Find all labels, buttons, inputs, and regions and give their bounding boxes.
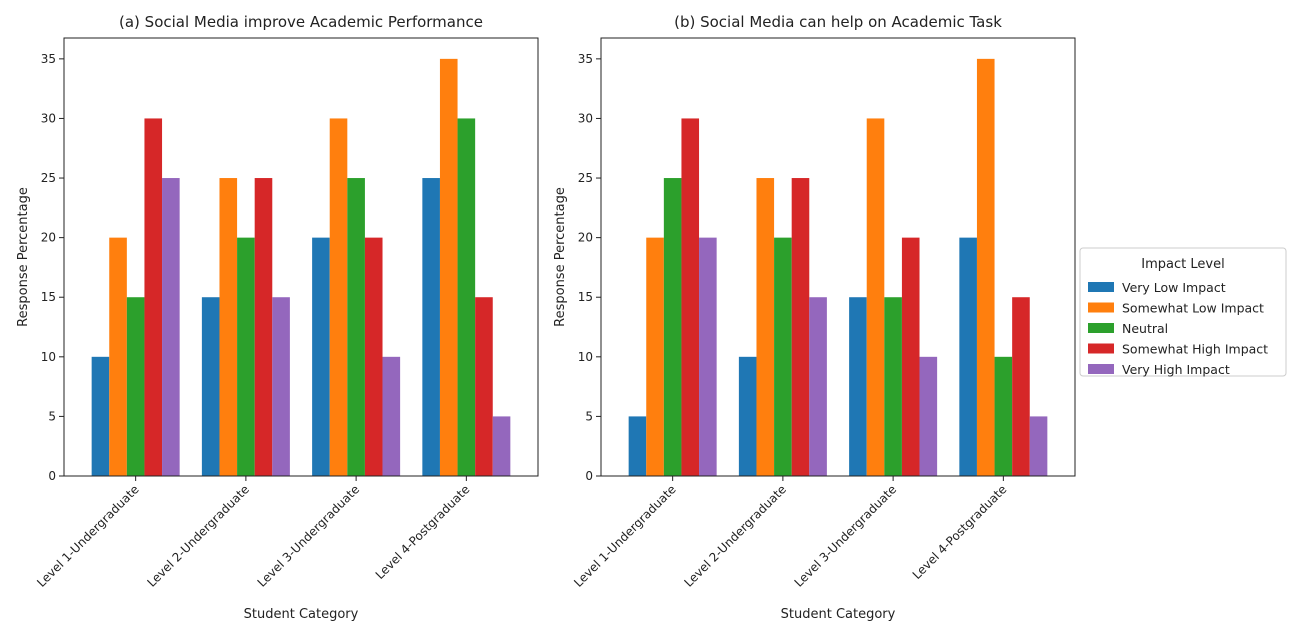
axes-frame-a xyxy=(63,37,539,477)
y-tick-label-b-3: 15 xyxy=(578,290,593,304)
x-tick-label-b-1: Level 2-Undergraduate xyxy=(681,482,789,590)
bar-b-s2-c2 xyxy=(884,297,902,476)
bar-b-s4-c3 xyxy=(1029,416,1048,476)
bar-a-s1-c0 xyxy=(109,237,127,476)
bar-a-s0-c2 xyxy=(312,237,330,476)
bar-b-s0-c0 xyxy=(628,416,647,476)
bar-a-s0-c0 xyxy=(91,356,110,476)
bar-a-s4-c0 xyxy=(162,178,180,477)
bar-a-s2-c2 xyxy=(347,178,365,477)
legend-swatch-3 xyxy=(1088,343,1114,354)
bar-a-s4-c2 xyxy=(382,356,401,476)
x-tick-label-a-2: Level 3-Undergraduate xyxy=(255,482,363,590)
bar-a-s2-c3 xyxy=(457,118,476,476)
y-tick-label-b-4: 20 xyxy=(578,231,593,245)
bar-b-s0-c2 xyxy=(849,297,867,476)
legend: Impact Level Very Low Impact Somewhat Low… xyxy=(1079,247,1287,377)
x-tick-label-a-1: Level 2-Undergraduate xyxy=(144,482,252,590)
x-axis-label-a: Student Category xyxy=(244,607,359,622)
legend-swatch-0 xyxy=(1088,282,1114,292)
bar-b-s4-c1 xyxy=(809,297,827,476)
y-tick-label-a-0: 0 xyxy=(48,469,56,483)
bar-a-s2-c1 xyxy=(237,237,255,476)
legend-label-3: Somewhat High Impact xyxy=(1122,342,1268,357)
bar-b-s2-c0 xyxy=(663,178,682,477)
bar-b-s1-c1 xyxy=(756,178,775,477)
bar-a-s3-c1 xyxy=(254,178,273,477)
bar-a-s3-c2 xyxy=(364,237,383,476)
legend-label-4: Very High Impact xyxy=(1122,362,1230,377)
bar-b-s3-c2 xyxy=(901,237,920,476)
bar-a-s2-c0 xyxy=(126,297,145,476)
y-axis-label-a: Response Percentage xyxy=(16,187,31,327)
bar-a-s0-c3 xyxy=(422,178,440,477)
bar-b-s0-c3 xyxy=(959,237,977,476)
y-tick-label-b-6: 30 xyxy=(578,111,593,125)
y-tick-label-b-0: 0 xyxy=(585,469,593,483)
y-tick-label-a-1: 5 xyxy=(48,409,56,423)
bar-b-s3-c1 xyxy=(791,178,810,477)
legend-label-0: Very Low Impact xyxy=(1122,280,1226,295)
bar-a-s1-c3 xyxy=(439,58,458,477)
chart-title-a: (a) Social Media improve Academic Perfor… xyxy=(119,13,483,31)
x-tick-label-a-3: Level 4-Postgraduate xyxy=(373,482,473,582)
bar-b-s3-c0 xyxy=(681,118,700,476)
x-tick-label-a-0: Level 1-Undergraduate xyxy=(34,482,142,590)
bar-b-s1-c2 xyxy=(866,118,885,476)
bar-a-s4-c1 xyxy=(272,297,290,476)
y-tick-label-a-6: 30 xyxy=(41,111,56,125)
bar-a-s3-c3 xyxy=(475,297,493,476)
x-tick-label-b-2: Level 3-Undergraduate xyxy=(792,482,900,590)
legend-title: Impact Level xyxy=(1141,257,1224,272)
y-tick-label-b-1: 5 xyxy=(585,409,593,423)
bar-a-s3-c0 xyxy=(144,118,163,476)
legend-swatch-2 xyxy=(1088,323,1114,333)
bar-a-s1-c1 xyxy=(219,178,238,477)
bar-b-s3-c3 xyxy=(1012,297,1030,476)
bar-a-s0-c1 xyxy=(201,297,220,476)
bar-b-s1-c0 xyxy=(646,237,664,476)
bar-b-s1-c3 xyxy=(976,58,995,477)
y-tick-label-a-3: 15 xyxy=(41,290,56,304)
x-tick-label-b-0: Level 1-Undergraduate xyxy=(571,482,679,590)
legend-swatch-1 xyxy=(1088,302,1114,313)
axes-frame-b xyxy=(600,37,1076,477)
legend-label-2: Neutral xyxy=(1122,321,1168,336)
y-tick-label-a-2: 10 xyxy=(41,350,56,364)
bar-a-s1-c2 xyxy=(329,118,348,476)
legend-swatch-4 xyxy=(1088,364,1114,374)
y-tick-label-b-7: 35 xyxy=(578,52,593,66)
bar-a-s4-c3 xyxy=(492,416,511,476)
bar-b-s4-c2 xyxy=(919,356,938,476)
legend-label-1: Somewhat Low Impact xyxy=(1122,301,1264,316)
y-tick-label-a-5: 25 xyxy=(41,171,56,185)
bar-b-s2-c3 xyxy=(994,356,1013,476)
bar-b-s2-c1 xyxy=(774,237,792,476)
y-tick-label-a-7: 35 xyxy=(41,52,56,66)
chart-title-b: (b) Social Media can help on Academic Ta… xyxy=(674,13,1002,31)
bar-b-s4-c0 xyxy=(699,237,717,476)
legend-frame xyxy=(1079,247,1287,377)
y-axis-label-b: Response Percentage xyxy=(553,187,568,327)
y-tick-label-b-2: 10 xyxy=(578,350,593,364)
y-tick-label-a-4: 20 xyxy=(41,231,56,245)
legend-entries: Very Low Impact Somewhat Low Impact Neutra… xyxy=(1088,280,1268,377)
x-axis-label-b: Student Category xyxy=(781,607,896,622)
bar-b-s0-c1 xyxy=(738,356,757,476)
x-tick-label-b-3: Level 4-Postgraduate xyxy=(910,482,1010,582)
y-tick-label-b-5: 25 xyxy=(578,171,593,185)
